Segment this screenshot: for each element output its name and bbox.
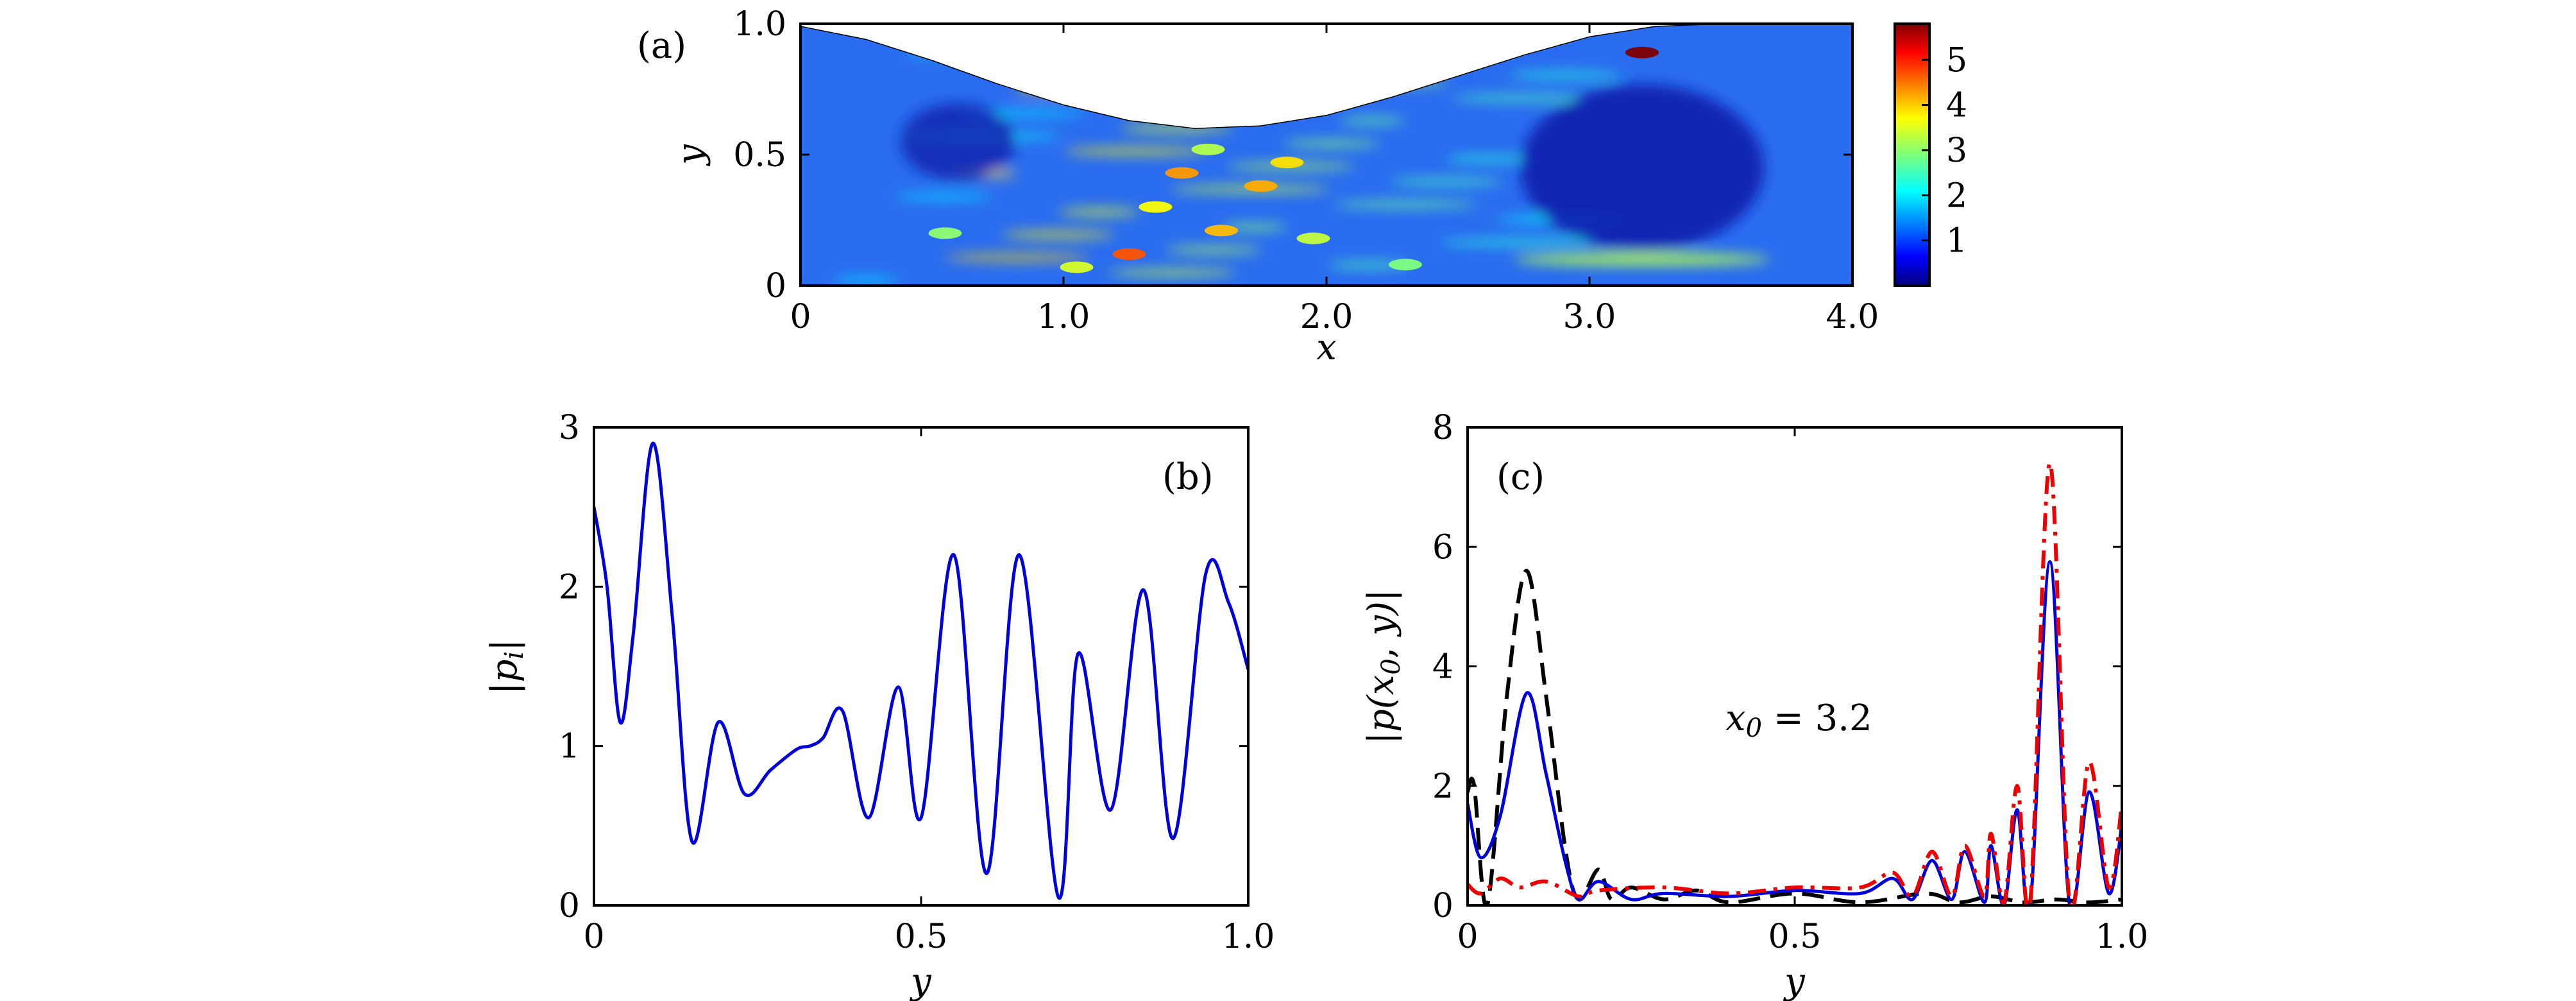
annotation-x0: x0 = 3.2 xyxy=(1725,697,1872,743)
chart-b-xtick-label: 1.0 xyxy=(1222,918,1275,956)
chart-b-ytick-label: 2 xyxy=(559,568,580,606)
heatmap-band xyxy=(1328,262,1410,269)
heatmap-xtick-label: 2.0 xyxy=(1300,298,1353,336)
line-chart-c: 0 0.5 1.0 0 2 4 6 8 (c) y |p(x0, y)| x0 = 3.2 xyxy=(1360,409,2148,1001)
heatmap-hotspot xyxy=(1296,232,1330,244)
plot-frame-c xyxy=(1466,426,2123,907)
heatmap-ylabel: y xyxy=(670,144,711,167)
colorbar-tick-label: 3 xyxy=(1946,132,1967,170)
ylabel-c: |p(x0, y)| xyxy=(1360,589,1406,744)
heatmap-band xyxy=(1070,64,1136,71)
heatmap-xtick-label: 1.0 xyxy=(1037,298,1090,336)
heatmap-band xyxy=(1058,209,1140,216)
heatmap-field xyxy=(801,24,1852,286)
chart-c-ytick-label: 6 xyxy=(1432,528,1453,567)
heatmap-hotspot xyxy=(1060,261,1094,273)
colorbar xyxy=(1894,22,1931,287)
heatmap-hotspot xyxy=(1270,157,1304,169)
colorbar-tick-label: 4 xyxy=(1946,87,1967,125)
ticks-c: 0 0.5 1.0 0 2 4 6 8 xyxy=(1432,409,2148,956)
colorbar-tick-label: 1 xyxy=(1946,222,1967,261)
colorbar-ticks: 1 2 3 4 5 xyxy=(1922,41,1967,261)
chart-b-series-solid xyxy=(594,441,1248,900)
heatmap-panel: 0 1.0 2.0 3.0 4.0 0 0.5 1.0 (a) x y 1 2 3 4 5 xyxy=(637,5,1967,368)
heatmap-band xyxy=(1344,56,1474,64)
panel-label-b: (b) xyxy=(1162,456,1214,498)
heatmap-band xyxy=(1019,26,1180,33)
chart-b-xtick-label: 0.5 xyxy=(895,918,948,956)
heatmap-band xyxy=(1507,72,1622,79)
heatmap-hotspot xyxy=(1165,167,1199,179)
heatmap-band xyxy=(1108,270,1237,277)
heatmap-band xyxy=(1333,201,1478,208)
chart-c-ytick-label: 8 xyxy=(1432,409,1453,447)
heatmap-xtick-label: 4.0 xyxy=(1826,298,1879,336)
heatmap-xtick-label: 0 xyxy=(790,298,811,336)
heatmap-band xyxy=(1339,117,1405,124)
chart-c-xtick-label: 0.5 xyxy=(1768,918,1822,956)
heatmap-dark-region xyxy=(901,103,1016,180)
heatmap-band xyxy=(1221,224,1287,231)
heatmap-band xyxy=(1283,140,1381,147)
heatmap-boundary xyxy=(800,23,1852,129)
heatmap-hotspot xyxy=(1191,143,1225,155)
panel-label-c: (c) xyxy=(1496,456,1545,498)
chart-c-ytick-label: 2 xyxy=(1432,767,1453,806)
ticks-b: 0 0.5 1.0 0 1 2 3 xyxy=(559,409,1275,956)
colorbar-tick-label: 2 xyxy=(1946,176,1967,215)
heatmap-hotspot xyxy=(1625,46,1659,58)
heatmap-band xyxy=(1451,94,1597,101)
heatmap-bright-arc xyxy=(1514,253,1770,266)
chart-b-ytick-label: 3 xyxy=(559,409,580,447)
heatmap-band xyxy=(833,277,899,284)
heatmap-band xyxy=(1013,87,1111,94)
heatmap-band xyxy=(1446,155,1528,162)
heatmap-band xyxy=(1063,148,1208,155)
heatmap-band xyxy=(1001,231,1115,238)
chart-b-ytick-label: 0 xyxy=(559,887,580,925)
plot-frame-b xyxy=(593,426,1250,907)
heatmap-ytick-label: 1.0 xyxy=(733,5,786,44)
heatmap-band xyxy=(907,49,989,56)
chart-c-xtick-label: 0 xyxy=(1457,918,1478,956)
heatmap-dark-region xyxy=(1520,84,1764,252)
heatmap-xtick-label: 3.0 xyxy=(1563,298,1616,336)
xlabel-c: y xyxy=(1783,961,1806,1001)
colorbar-tick-label: 5 xyxy=(1946,41,1967,80)
heatmap-band xyxy=(1389,178,1503,185)
chart-c-ytick-label: 0 xyxy=(1432,887,1453,925)
heatmap-band xyxy=(1164,246,1262,253)
heatmap-band xyxy=(1439,239,1600,246)
heatmap-band xyxy=(895,193,993,200)
chart-c-xtick-label: 1.0 xyxy=(2096,918,2149,956)
heatmap-band xyxy=(1182,42,1326,49)
chart-b-ytick-label: 1 xyxy=(559,728,580,766)
chart-b-xtick-label: 0 xyxy=(583,918,604,956)
heatmap-hotspot xyxy=(1205,225,1238,237)
line-chart-b: 0 0.5 1.0 0 1 2 3 (b) y |pi| xyxy=(484,409,1275,1001)
heatmap-hotspot xyxy=(1389,259,1422,271)
heatmap-hotspot xyxy=(1112,248,1146,261)
heatmap-band xyxy=(1176,102,1258,109)
heatmap-ytick-label: 0 xyxy=(765,267,786,305)
heatmap-ticks: 0 1.0 2.0 3.0 4.0 0 0.5 1.0 xyxy=(733,5,1879,336)
panel-label-a: (a) xyxy=(637,25,686,67)
chart-c-series-dashdot xyxy=(1468,461,2122,905)
heatmap-ytick-label: 0.5 xyxy=(733,136,786,175)
heatmap-hotspot xyxy=(1244,180,1278,192)
chart-c-ytick-label: 4 xyxy=(1432,648,1453,687)
chart-c-series-dashed xyxy=(1468,569,2122,905)
heatmap-hotspot xyxy=(1139,201,1173,213)
heatmap-xlabel: x xyxy=(1316,327,1337,368)
xlabel-b: y xyxy=(909,961,932,1001)
heatmap-band xyxy=(1401,34,1499,41)
heatmap-band xyxy=(1288,80,1449,87)
ylabel-b: |pi| xyxy=(484,639,529,694)
heatmap-hotspot xyxy=(928,227,962,239)
heatmap-band xyxy=(945,254,1090,261)
